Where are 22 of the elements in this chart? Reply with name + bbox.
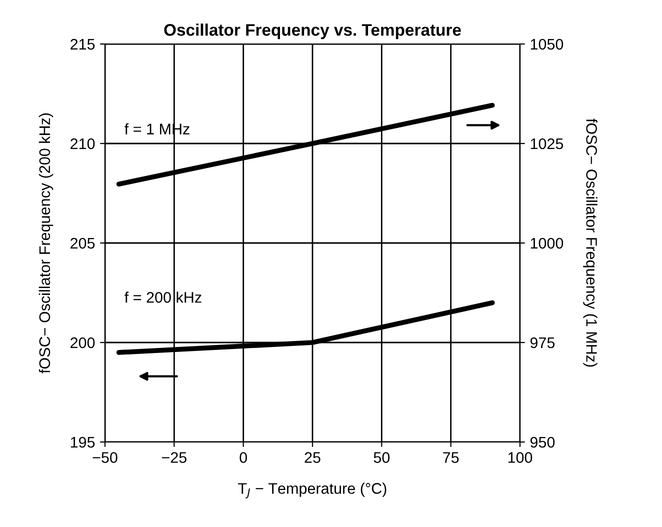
y2-tick-label: 1025: [530, 138, 564, 150]
x-tick-label: −25: [162, 452, 186, 463]
y-tick-label: 195: [70, 436, 95, 448]
y2-tick-label: 1000: [530, 238, 564, 249]
x-tick-label: 100: [508, 452, 532, 463]
chart-title: Oscillator Frequency vs. Temperature: [164, 24, 461, 40]
y-tick-label: 210: [70, 138, 95, 150]
y2-tick-label: 950: [530, 436, 555, 448]
x-tick-label: 50: [374, 452, 390, 463]
x-axis-title: T$_{J}$ − Temperature (°C): [238, 482, 386, 498]
y-tick-label: 215: [70, 38, 95, 50]
y2-tick-label: 975: [530, 337, 555, 348]
y-tick-label: 205: [70, 238, 95, 249]
y-tick-label: 200: [70, 337, 95, 348]
y2-tick-label: 1050: [530, 38, 564, 50]
text: f = 200 kHz: [124, 292, 202, 303]
x-tick-label: 75: [443, 452, 459, 463]
y2-axis-title: fOSC− Oscillator Frequency (1 MHz): [583, 118, 598, 367]
x-tick-label: 0: [240, 452, 247, 463]
x-tick-label: 25: [304, 452, 320, 463]
x-tick-label: −50: [92, 452, 118, 463]
y-axis-title: fOSC− Oscillator Frequency (200 kHz): [38, 113, 54, 374]
